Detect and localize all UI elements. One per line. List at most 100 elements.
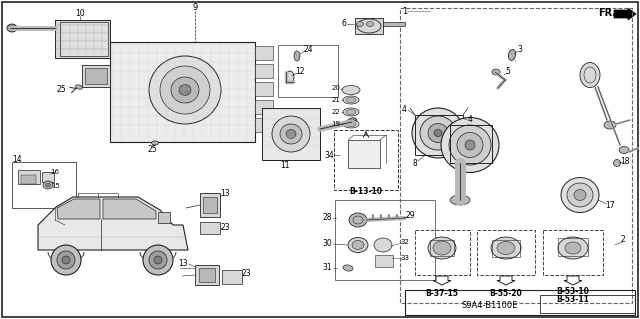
Ellipse shape	[76, 85, 83, 89]
Ellipse shape	[45, 183, 51, 187]
Ellipse shape	[343, 265, 353, 271]
Ellipse shape	[357, 19, 381, 33]
Text: 6: 6	[341, 19, 346, 28]
Text: 8: 8	[413, 159, 417, 167]
Text: 15: 15	[52, 183, 60, 189]
Bar	[255, 118, 273, 132]
Bar	[12, 162, 76, 208]
Ellipse shape	[619, 146, 629, 153]
Bar	[21, 175, 36, 184]
Text: 14: 14	[12, 155, 22, 165]
Bar	[199, 268, 215, 282]
Text: 11: 11	[280, 160, 290, 169]
Bar	[335, 200, 435, 280]
Ellipse shape	[160, 66, 210, 114]
Text: 3: 3	[518, 46, 522, 55]
Text: 1: 1	[403, 6, 408, 16]
Text: 16: 16	[51, 169, 60, 175]
Bar	[195, 265, 219, 285]
Text: 17: 17	[605, 201, 615, 210]
Ellipse shape	[614, 160, 621, 167]
Text: 5: 5	[506, 68, 511, 77]
Polygon shape	[103, 199, 156, 219]
Ellipse shape	[604, 121, 616, 129]
Ellipse shape	[179, 85, 191, 95]
Ellipse shape	[294, 51, 300, 61]
Polygon shape	[614, 8, 636, 20]
Ellipse shape	[272, 116, 310, 152]
Bar	[405, 290, 635, 315]
Bar	[540, 295, 635, 313]
Ellipse shape	[374, 238, 392, 252]
Ellipse shape	[342, 85, 360, 94]
Polygon shape	[38, 197, 188, 250]
Text: FR.: FR.	[598, 8, 616, 18]
Text: 4: 4	[468, 115, 473, 124]
Text: 33: 33	[401, 255, 410, 261]
Ellipse shape	[580, 63, 600, 87]
Ellipse shape	[352, 241, 364, 249]
Bar	[375, 255, 393, 267]
Ellipse shape	[457, 132, 483, 158]
Bar	[82, 65, 110, 87]
Text: 25: 25	[147, 145, 157, 154]
Ellipse shape	[346, 98, 356, 102]
Ellipse shape	[491, 237, 521, 259]
Bar	[55, 20, 110, 58]
Polygon shape	[497, 276, 515, 285]
Ellipse shape	[154, 256, 162, 264]
Text: B-13-10: B-13-10	[349, 188, 383, 197]
Text: 13: 13	[179, 258, 188, 268]
Bar	[18, 170, 40, 184]
Text: 31: 31	[323, 263, 332, 272]
Ellipse shape	[119, 231, 127, 235]
Text: B-37-15: B-37-15	[426, 290, 458, 299]
Ellipse shape	[143, 245, 173, 275]
Polygon shape	[57, 199, 100, 219]
Ellipse shape	[567, 183, 593, 207]
Ellipse shape	[62, 256, 70, 264]
Bar	[200, 222, 220, 234]
Bar	[255, 46, 273, 60]
Ellipse shape	[428, 237, 456, 259]
Text: 32: 32	[401, 239, 410, 245]
Bar	[400, 8, 632, 303]
Text: 23: 23	[220, 222, 230, 232]
Ellipse shape	[558, 237, 588, 259]
Ellipse shape	[43, 181, 53, 189]
Text: 24: 24	[303, 46, 313, 55]
Text: 12: 12	[295, 68, 305, 77]
Text: 30: 30	[323, 239, 332, 248]
Bar	[255, 82, 273, 96]
Text: 13: 13	[220, 189, 230, 198]
Bar	[60, 22, 108, 56]
Bar	[203, 197, 217, 213]
Polygon shape	[158, 212, 170, 223]
Text: 23: 23	[241, 270, 251, 278]
Bar	[492, 240, 520, 257]
Text: 28: 28	[323, 213, 332, 222]
Bar	[334, 130, 398, 190]
Text: 20: 20	[331, 85, 340, 91]
Text: B-55-20: B-55-20	[490, 290, 522, 299]
Ellipse shape	[286, 71, 294, 83]
Text: S9A4-B1100E: S9A4-B1100E	[462, 301, 518, 310]
Ellipse shape	[152, 141, 159, 145]
Ellipse shape	[171, 77, 199, 103]
Bar	[355, 18, 383, 34]
Bar	[255, 100, 273, 114]
Ellipse shape	[465, 140, 475, 150]
Ellipse shape	[574, 189, 586, 201]
Text: 19: 19	[331, 121, 340, 127]
Text: 25: 25	[56, 85, 66, 93]
Bar	[558, 238, 588, 256]
Ellipse shape	[428, 123, 448, 143]
Ellipse shape	[57, 251, 75, 269]
Ellipse shape	[412, 108, 464, 158]
Polygon shape	[564, 276, 582, 285]
Ellipse shape	[356, 21, 364, 26]
Bar	[415, 230, 470, 275]
Bar	[85, 68, 107, 84]
Text: 29: 29	[405, 211, 415, 220]
Ellipse shape	[450, 195, 470, 205]
